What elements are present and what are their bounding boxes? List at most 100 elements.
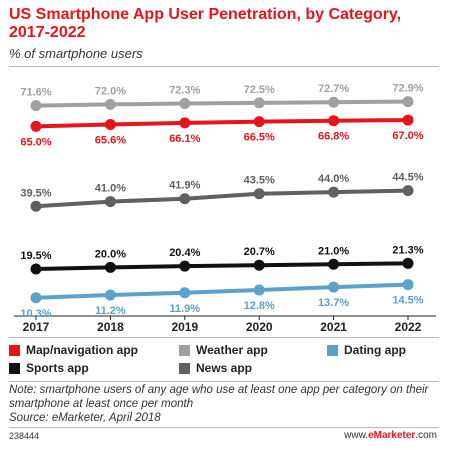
data-label-dating-app-2017: 10.3% <box>20 308 51 320</box>
chart-note: Note: smartphone users of any age who us… <box>9 383 441 425</box>
data-label-sports-app-2019: 20.4% <box>169 247 200 259</box>
data-label-weather-app-2017: 71.6% <box>20 87 51 99</box>
note-text: Note: smartphone users of any age who us… <box>9 384 429 410</box>
x-tick-label-2022: 2022 <box>395 320 422 334</box>
data-point-dating-app-2022 <box>402 279 414 291</box>
data-label-news-app-2018: 41.0% <box>95 183 126 195</box>
data-label-dating-app-2019: 11.9% <box>170 303 201 315</box>
legend-swatch <box>179 344 190 356</box>
data-point-dating-app-2019 <box>179 287 191 299</box>
data-point-news-app-2020 <box>253 188 265 200</box>
data-point-weather-app-2019 <box>179 97 191 109</box>
data-point-dating-app-2018 <box>104 289 116 301</box>
data-label-weather-app-2022: 72.9% <box>392 83 423 95</box>
data-label-news-app-2022: 44.5% <box>392 172 423 184</box>
legend-label: Weather app <box>196 343 268 357</box>
brand-prefix: www. <box>344 430 369 441</box>
data-label-news-app-2020: 43.5% <box>244 175 275 187</box>
legend-swatch <box>179 362 190 374</box>
data-point-sports-app-2021 <box>328 258 340 270</box>
data-label-news-app-2017: 39.5% <box>20 187 51 199</box>
chart-title: US Smartphone App User Penetration, by C… <box>9 6 402 41</box>
data-label-dating-app-2020: 12.8% <box>244 300 275 312</box>
series-line-map-navigation-app <box>34 118 410 129</box>
data-label-dating-app-2021: 13.7% <box>318 297 349 309</box>
data-point-sports-app-2020 <box>253 259 265 271</box>
chart-subtitle: % of smartphone users <box>9 46 143 61</box>
x-tick-label-2021: 2021 <box>320 320 347 334</box>
chart-legend: Map/navigation app Weather app Dating ap… <box>9 340 439 382</box>
series-line-dating-app <box>34 282 410 300</box>
series-line-news-app <box>34 188 410 209</box>
data-point-map-navigation-app-2022 <box>402 114 414 126</box>
data-label-weather-app-2020: 72.5% <box>244 84 275 96</box>
data-point-dating-app-2021 <box>328 281 340 293</box>
data-point-map-navigation-app-2017 <box>30 120 42 132</box>
brand-link[interactable]: www.eMarketer.com <box>344 430 437 441</box>
legend-divider <box>9 337 439 338</box>
legend-item-news: News app <box>179 361 252 375</box>
data-point-sports-app-2018 <box>104 261 116 273</box>
data-point-news-app-2022 <box>402 185 414 197</box>
legend-swatch <box>9 344 20 356</box>
data-point-sports-app-2017 <box>30 263 42 275</box>
chart-id: 238444 <box>9 431 40 441</box>
data-label-sports-app-2020: 20.7% <box>244 246 275 258</box>
legend-label: News app <box>196 361 253 375</box>
x-tick-label-2019: 2019 <box>171 320 198 334</box>
data-label-weather-app-2019: 72.3% <box>169 84 200 96</box>
data-point-weather-app-2018 <box>104 98 116 110</box>
x-tick-label-2018: 2018 <box>97 320 124 334</box>
data-label-dating-app-2018: 11.2% <box>95 305 126 317</box>
legend-swatch <box>9 362 20 374</box>
data-label-map-navigation-app-2019: 66.1% <box>169 133 200 145</box>
data-label-weather-app-2021: 72.7% <box>318 83 349 95</box>
series-line-sports-app <box>34 261 410 271</box>
data-label-sports-app-2022: 21.3% <box>392 244 423 256</box>
data-label-weather-app-2018: 72.0% <box>95 85 126 97</box>
footer-divider <box>9 427 439 428</box>
data-label-news-app-2021: 44.0% <box>318 173 349 185</box>
legend-item-sports: Sports app <box>9 361 89 375</box>
legend-label: Dating app <box>344 343 406 357</box>
data-point-map-navigation-app-2021 <box>328 115 340 127</box>
source-text: Source: eMarketer, April 2018 <box>9 412 161 424</box>
top-divider <box>9 66 439 67</box>
data-label-sports-app-2021: 21.0% <box>318 245 349 257</box>
data-label-map-navigation-app-2017: 65.0% <box>20 136 51 148</box>
data-point-news-app-2017 <box>30 200 42 212</box>
line-chart: 2017 2018 2019 2020 2021 2022 71.6% 72.0% 72.3% 7… <box>14 83 436 334</box>
data-point-sports-app-2022 <box>402 257 414 269</box>
data-point-weather-app-2022 <box>402 96 414 108</box>
brand-name: eMarketer <box>368 430 416 441</box>
brand-suffix: .com <box>415 430 437 441</box>
data-point-map-navigation-app-2018 <box>104 118 116 130</box>
data-point-sports-app-2019 <box>179 260 191 272</box>
data-point-weather-app-2020 <box>253 97 265 109</box>
data-label-sports-app-2017: 19.5% <box>20 250 51 262</box>
data-label-news-app-2019: 41.9% <box>169 180 200 192</box>
data-point-map-navigation-app-2020 <box>253 116 265 128</box>
data-point-news-app-2019 <box>179 193 191 205</box>
x-tick-label-2020: 2020 <box>246 320 273 334</box>
data-label-map-navigation-app-2022: 67.0% <box>392 130 423 142</box>
series-line-weather-app <box>34 99 410 108</box>
legend-swatch <box>327 344 338 356</box>
data-label-map-navigation-app-2018: 65.6% <box>95 134 126 146</box>
data-label-map-navigation-app-2020: 66.5% <box>244 132 275 144</box>
legend-item-dating: Dating app <box>327 343 406 357</box>
data-label-map-navigation-app-2021: 66.8% <box>318 131 349 143</box>
data-point-weather-app-2021 <box>328 96 340 108</box>
note-divider <box>9 381 439 382</box>
data-label-dating-app-2022: 14.5% <box>392 295 423 307</box>
legend-label: Sports app <box>26 361 89 375</box>
data-point-map-navigation-app-2019 <box>179 117 191 129</box>
data-point-dating-app-2017 <box>30 292 42 304</box>
legend-label: Map/navigation app <box>26 343 139 357</box>
data-point-weather-app-2017 <box>30 100 42 112</box>
data-label-sports-app-2018: 20.0% <box>95 248 126 260</box>
x-tick-label-2017: 2017 <box>23 320 50 334</box>
data-point-news-app-2021 <box>328 186 340 198</box>
legend-item-weather: Weather app <box>179 343 268 357</box>
data-point-dating-app-2020 <box>253 284 265 296</box>
